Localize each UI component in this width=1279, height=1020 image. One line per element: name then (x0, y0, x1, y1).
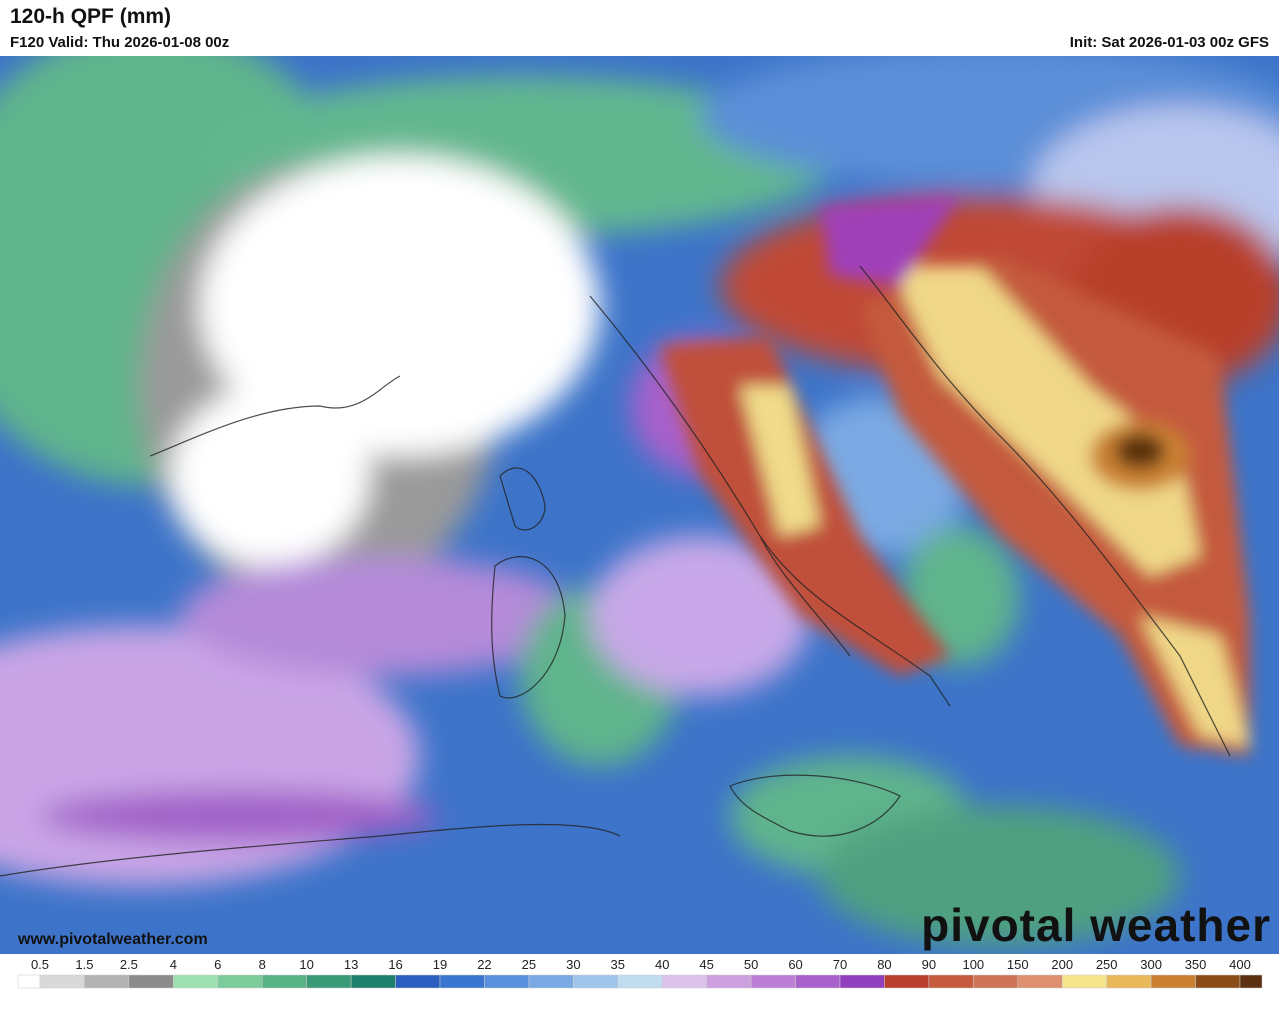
colorbar-label: 13 (344, 957, 358, 972)
watermark-logo: pivotal weather (921, 899, 1271, 951)
color-swatch (661, 974, 707, 989)
color-swatch (973, 974, 1019, 989)
color-swatch (795, 974, 841, 989)
color-swatch (39, 974, 85, 989)
color-swatch (1061, 974, 1107, 989)
colorbar-label: 80 (877, 957, 891, 972)
colorbar-label: 19 (433, 957, 447, 972)
color-swatch (1017, 974, 1063, 989)
color-swatch (217, 974, 263, 989)
colorbar-label: 22 (477, 957, 491, 972)
colorbar-label: 300 (1140, 957, 1162, 972)
color-swatch (839, 974, 885, 989)
color-swatch (1106, 974, 1152, 989)
colorbar-label: 200 (1051, 957, 1073, 972)
colorbar-label: 90 (922, 957, 936, 972)
colorbar-label: 10 (299, 957, 313, 972)
init-time: Init: Sat 2026-01-03 00z GFS (1069, 34, 1269, 51)
colorbar-label: 100 (962, 957, 984, 972)
colorbar-label: 70 (833, 957, 847, 972)
color-swatch (484, 974, 530, 989)
color-swatch (617, 974, 663, 989)
colorbar-label: 6 (214, 957, 221, 972)
colorbar-label: 250 (1096, 957, 1118, 972)
color-swatch (528, 974, 574, 989)
color-swatch (1195, 974, 1241, 989)
color-swatch (350, 974, 396, 989)
color-swatch (573, 974, 619, 989)
colorbar-label: 60 (788, 957, 802, 972)
color-swatch (84, 974, 130, 989)
colorbar: 0.5 1.5 2.5 4 6 8 10 13 16 19 22 25 30 35 40 45 50 60 70 80… (17, 957, 1263, 989)
precip-map (0, 56, 1279, 954)
color-swatch (750, 974, 796, 989)
color-swatch (173, 974, 219, 989)
color-swatch (1150, 974, 1196, 989)
colorbar-label: 8 (259, 957, 266, 972)
colorbar-label: 40 (655, 957, 669, 972)
color-swatch (706, 974, 752, 989)
colorbar-label: 2.5 (120, 957, 138, 972)
color-swatch (306, 974, 352, 989)
colorbar-label: 400 (1229, 957, 1251, 972)
colorbar-label: 4 (170, 957, 177, 972)
color-swatch (395, 974, 441, 989)
color-swatch (928, 974, 974, 989)
colorbar-label: 16 (388, 957, 402, 972)
colorbar-label: 350 (1185, 957, 1207, 972)
colorbar-label: 35 (611, 957, 625, 972)
title: 120-h QPF (mm) (10, 5, 172, 28)
colorbar-label: 0.5 (31, 957, 49, 972)
color-swatch (261, 974, 307, 989)
colorbar-label: 25 (522, 957, 536, 972)
valid-time: F120 Valid: Thu 2026-01-08 00z (10, 34, 230, 51)
colorbar-label: 50 (744, 957, 758, 972)
color-swatch (1239, 974, 1263, 989)
colorbar-label: 30 (566, 957, 580, 972)
colorbar-label: 45 (699, 957, 713, 972)
color-swatch (439, 974, 485, 989)
watermark-url: www.pivotalweather.com (18, 931, 208, 948)
color-swatch (884, 974, 930, 989)
colorbar-label: 1.5 (75, 957, 93, 972)
colorbar-label: 150 (1007, 957, 1029, 972)
color-swatch (128, 974, 174, 989)
color-swatch (17, 974, 41, 989)
